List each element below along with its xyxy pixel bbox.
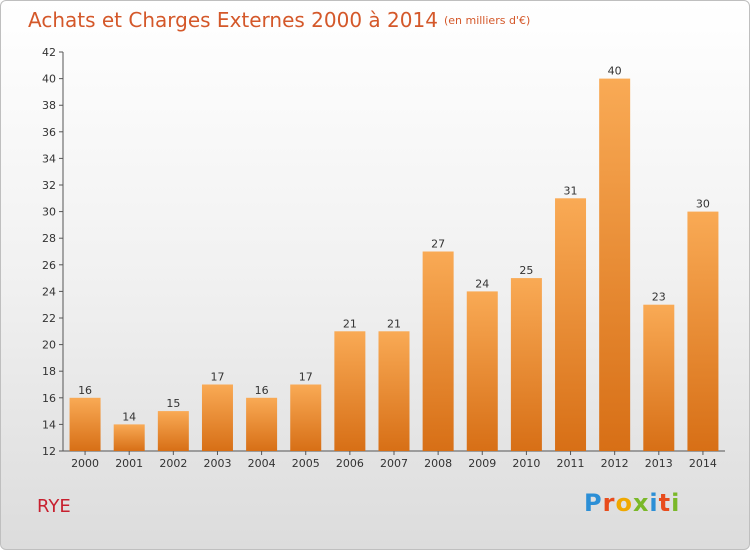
x-tick-label-2005: 2005 [292, 457, 320, 470]
chart-labels: 16 14 15 17 16 17 21 21 27 24 25 31 40 23 30 [78, 65, 710, 424]
bar-2011 [555, 198, 587, 451]
x-tick-label-2012: 2012 [601, 457, 629, 470]
bar-2014 [687, 211, 719, 451]
x-tick-label-2010: 2010 [512, 457, 540, 470]
y-tick-label: 22 [42, 312, 56, 325]
proxiti-logo: Proxiti [584, 489, 680, 517]
bar-2004 [246, 397, 278, 451]
y-tick-label: 20 [42, 339, 56, 352]
value-label-2001: 14 [122, 410, 136, 423]
y-tick-label: 40 [42, 73, 56, 86]
logo-letter: i [671, 489, 681, 517]
value-label-2007: 21 [387, 317, 401, 330]
x-tick-label-2008: 2008 [424, 457, 452, 470]
logo-letter: x [632, 489, 650, 517]
bar-2001 [113, 424, 145, 451]
chart-title-text: Achats et Charges Externes 2000 à 2014 [28, 8, 438, 32]
chart-bars [69, 78, 719, 451]
bar-2005 [290, 384, 322, 451]
x-tick-label-2006: 2006 [336, 457, 364, 470]
y-tick-label: 18 [42, 365, 56, 378]
x-tick-label-2000: 2000 [71, 457, 99, 470]
bar-2006 [334, 331, 366, 451]
bar-2008 [422, 251, 454, 451]
y-tick-label: 36 [42, 126, 56, 139]
bar-2002 [157, 411, 189, 451]
value-label-2008: 27 [431, 238, 445, 251]
value-label-2005: 17 [299, 371, 313, 384]
logo-letter: t [658, 489, 672, 517]
value-label-2014: 30 [696, 198, 710, 211]
value-label-2012: 40 [608, 65, 622, 78]
y-tick-label: 32 [42, 179, 56, 192]
bar-2010 [510, 278, 542, 451]
value-label-2002: 15 [166, 397, 180, 410]
chart-unit: (en milliers d'€) [443, 14, 531, 27]
value-label-2004: 16 [255, 384, 269, 397]
value-label-2009: 24 [475, 277, 489, 290]
logo-letter: P [584, 489, 603, 517]
y-tick-label: 16 [42, 392, 56, 405]
bar-2000 [69, 397, 101, 451]
logo-letter: o [615, 489, 633, 517]
y-tick-label: 24 [42, 285, 56, 298]
x-tick-label-2011: 2011 [557, 457, 585, 470]
chart-axes: 12 14 16 18 20 22 24 26 28 30 32 34 36 38 40 42 2000 2001… [42, 46, 725, 470]
x-tick-label-2004: 2004 [248, 457, 276, 470]
bar-2003 [201, 384, 233, 451]
x-tick-label-2014: 2014 [689, 457, 717, 470]
y-tick-label: 26 [42, 259, 56, 272]
x-tick-label-2002: 2002 [159, 457, 187, 470]
y-tick-label: 28 [42, 232, 56, 245]
x-tick-label-2013: 2013 [645, 457, 673, 470]
y-tick-label: 42 [42, 46, 56, 59]
x-tick-label-2007: 2007 [380, 457, 408, 470]
city-name: RYE [37, 496, 71, 517]
y-tick-label: 34 [42, 152, 56, 165]
bar-2012 [599, 78, 631, 451]
bar-2007 [378, 331, 410, 451]
x-tick-label-2003: 2003 [203, 457, 231, 470]
x-tick-label-2009: 2009 [468, 457, 496, 470]
logo-letter: i [649, 489, 659, 517]
bar-2013 [643, 304, 675, 451]
value-label-2006: 21 [343, 317, 357, 330]
logo-letter: r [602, 489, 616, 517]
bar-2009 [466, 291, 498, 451]
value-label-2013: 23 [652, 291, 666, 304]
y-tick-label: 38 [42, 99, 56, 112]
chart-title: Achats et Charges Externes 2000 à 2014 (e… [28, 8, 530, 32]
y-tick-label: 14 [42, 418, 56, 431]
value-label-2000: 16 [78, 384, 92, 397]
x-tick-label-2001: 2001 [115, 457, 143, 470]
value-label-2011: 31 [564, 184, 578, 197]
y-tick-label: 12 [42, 445, 56, 458]
value-label-2010: 25 [519, 264, 533, 277]
value-label-2003: 17 [210, 371, 224, 384]
y-tick-label: 30 [42, 206, 56, 219]
